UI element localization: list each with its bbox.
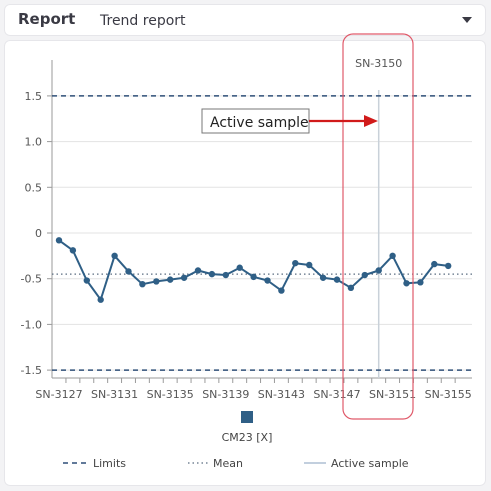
y-tick-label: 0.5 <box>25 181 43 194</box>
x-tick-label: SN-3147 <box>313 388 360 401</box>
x-tick-label: SN-3135 <box>147 388 194 401</box>
y-tick-label: -1.5 <box>21 364 42 377</box>
data-point <box>111 252 118 260</box>
data-point <box>236 264 243 271</box>
data-point <box>194 267 202 274</box>
data-point <box>83 277 91 284</box>
data-point <box>333 276 341 283</box>
legend-series-label: CM23 [X] <box>222 431 273 444</box>
legend-mean-label: Mean <box>213 457 243 470</box>
annotation-arrow-head <box>364 115 378 127</box>
data-point <box>292 259 299 267</box>
data-point <box>445 262 452 270</box>
data-point <box>55 237 63 244</box>
x-tick-label: SN-3139 <box>202 388 249 401</box>
x-tick-label: SN-3151 <box>369 388 416 401</box>
legend: CM23 [X] Limits Mean Active sample <box>63 411 409 470</box>
legend-series-marker <box>241 411 253 423</box>
grid-lines <box>52 95 472 371</box>
data-point <box>208 270 216 278</box>
legend-limits-label: Limits <box>93 457 126 470</box>
active-sample-highlight-box <box>342 33 414 420</box>
x-tick-label: SN-3127 <box>35 388 82 401</box>
chevron-down-icon[interactable] <box>462 17 472 23</box>
data-point <box>180 274 188 281</box>
y-tick-label: -1.0 <box>21 318 42 331</box>
reference-lines <box>52 90 472 378</box>
x-axis: SN-3127 SN-3131 SN-3135 SN-3139 SN-3143 SN-31… <box>35 377 472 401</box>
data-point <box>167 276 174 283</box>
annotation-text: Active sample <box>210 115 309 131</box>
data-point <box>69 247 77 254</box>
y-tick-label: -0.5 <box>21 273 42 286</box>
data-point <box>389 252 396 260</box>
data-point <box>264 277 271 284</box>
data-point <box>139 280 146 288</box>
data-point <box>306 261 313 269</box>
report-type-select[interactable]: Trend report <box>100 13 186 29</box>
data-point <box>431 260 438 268</box>
series-line <box>58 239 449 301</box>
y-tick-label: 0 <box>35 227 42 240</box>
data-point <box>153 278 160 285</box>
report-header: Report Trend report <box>4 4 486 36</box>
data-point <box>125 268 132 275</box>
data-point <box>97 296 104 303</box>
data-point <box>361 271 368 279</box>
data-point <box>347 284 355 292</box>
data-point <box>278 287 285 294</box>
data-point <box>375 267 382 274</box>
y-axis: -1.5 -1.0 -0.5 0 0.5 1.0 1.5 <box>21 60 53 378</box>
x-tick-label: SN-3143 <box>258 388 305 401</box>
data-point <box>222 271 229 279</box>
x-tick-label: SN-3155 <box>425 388 472 401</box>
data-point <box>250 273 257 281</box>
report-title: Report <box>18 10 76 28</box>
data-point <box>319 274 327 281</box>
x-tick-label: SN-3131 <box>91 388 138 401</box>
annotation-box <box>201 108 310 134</box>
y-tick-label: 1.0 <box>25 136 43 149</box>
y-tick-label: 1.5 <box>25 90 43 103</box>
active-sample-label: SN-3150 <box>355 57 402 70</box>
legend-active-sample-label: Active sample <box>331 457 409 470</box>
data-point <box>403 280 410 287</box>
series-cm23 <box>55 237 452 303</box>
annotations: SN-3150 Active sample <box>201 33 414 420</box>
data-point <box>417 279 424 286</box>
